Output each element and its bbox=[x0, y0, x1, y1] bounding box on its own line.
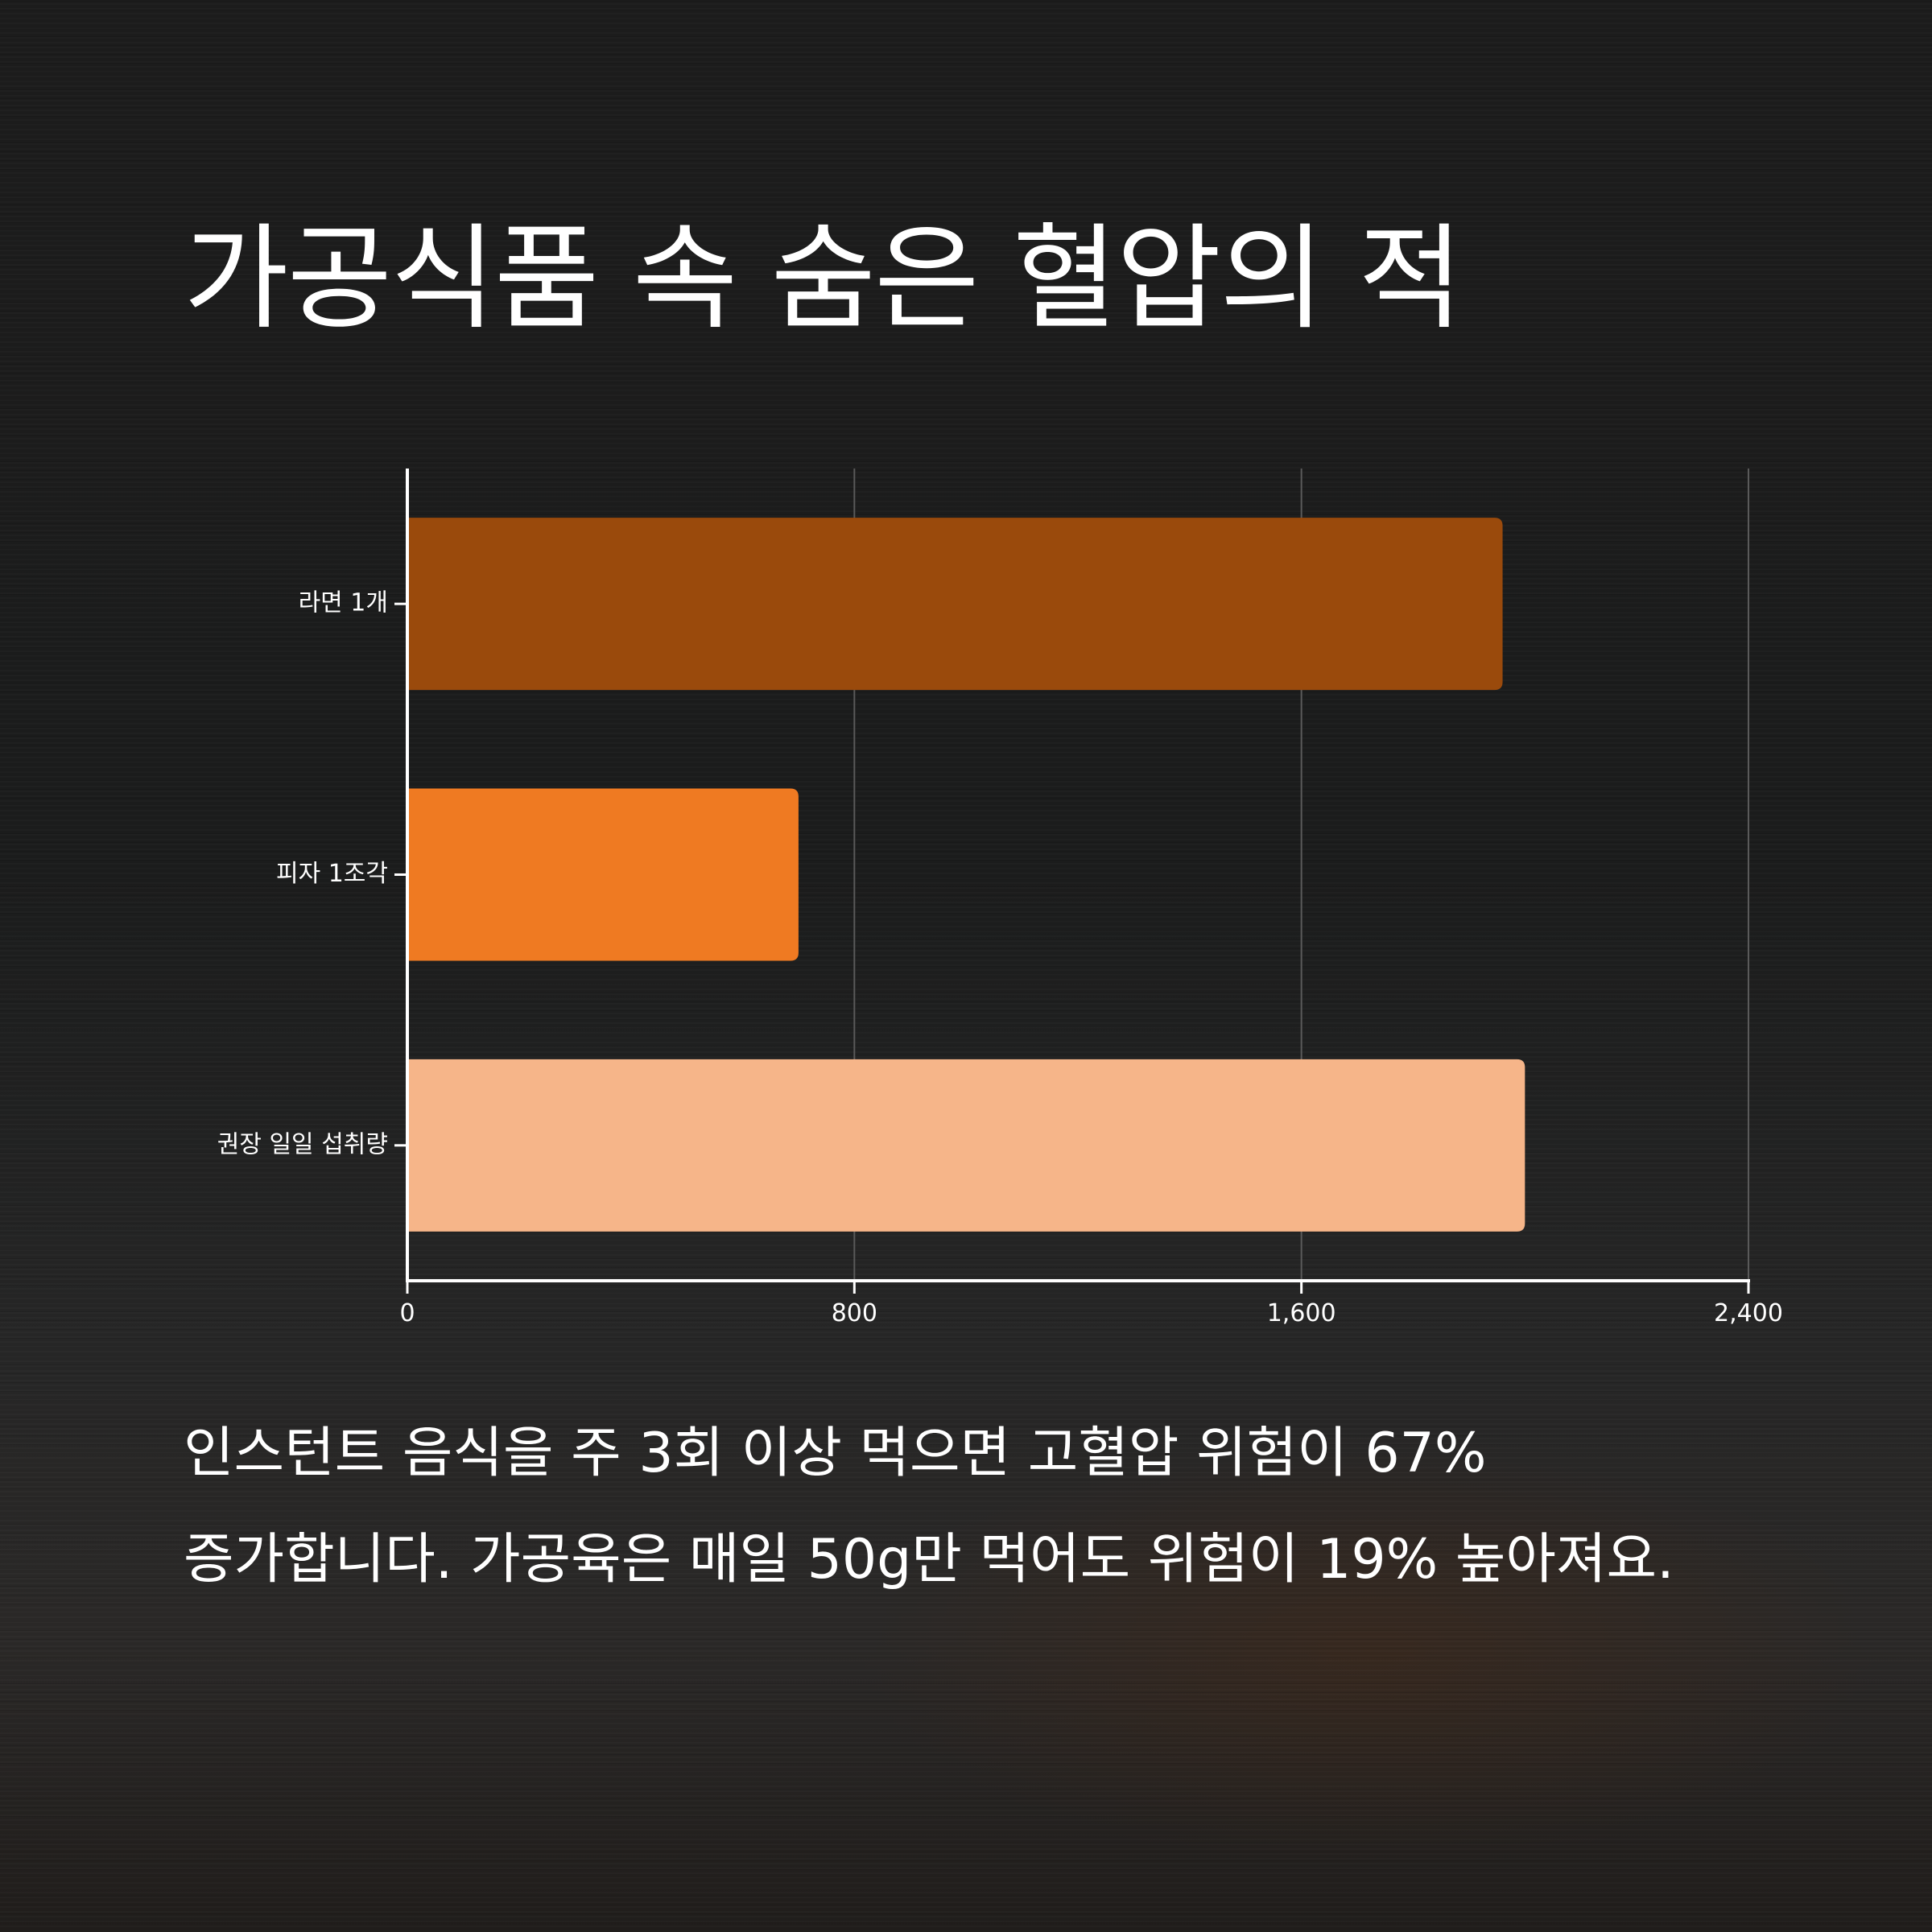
x-tick-label-0: 0 bbox=[399, 1299, 415, 1327]
x-tick-label-1: 800 bbox=[832, 1299, 877, 1327]
bar-2 bbox=[407, 788, 799, 961]
bar-3 bbox=[407, 1059, 1525, 1232]
bars bbox=[407, 518, 1525, 1232]
x-tick-labels: 0 800 1,600 2,400 bbox=[399, 1299, 1782, 1327]
y-tick-label-2: 피자 1조각 bbox=[276, 860, 388, 888]
x-tick-label-2: 1,600 bbox=[1267, 1299, 1336, 1327]
y-tick-label-3: 권장 일일 섭취량 bbox=[217, 1130, 388, 1158]
bar-1 bbox=[407, 518, 1503, 691]
y-tick-label-1: 라면 1개 bbox=[299, 589, 388, 617]
caption-text: 인스턴트 음식을 주 3회 이상 먹으면 고혈압 위험이 67% 증가합니다. … bbox=[184, 1422, 1674, 1591]
x-tick-label-3: 2,400 bbox=[1714, 1299, 1783, 1327]
page-title: 가공식품 속 숨은 혈압의 적 bbox=[184, 213, 1463, 345]
axes bbox=[394, 469, 1750, 1294]
